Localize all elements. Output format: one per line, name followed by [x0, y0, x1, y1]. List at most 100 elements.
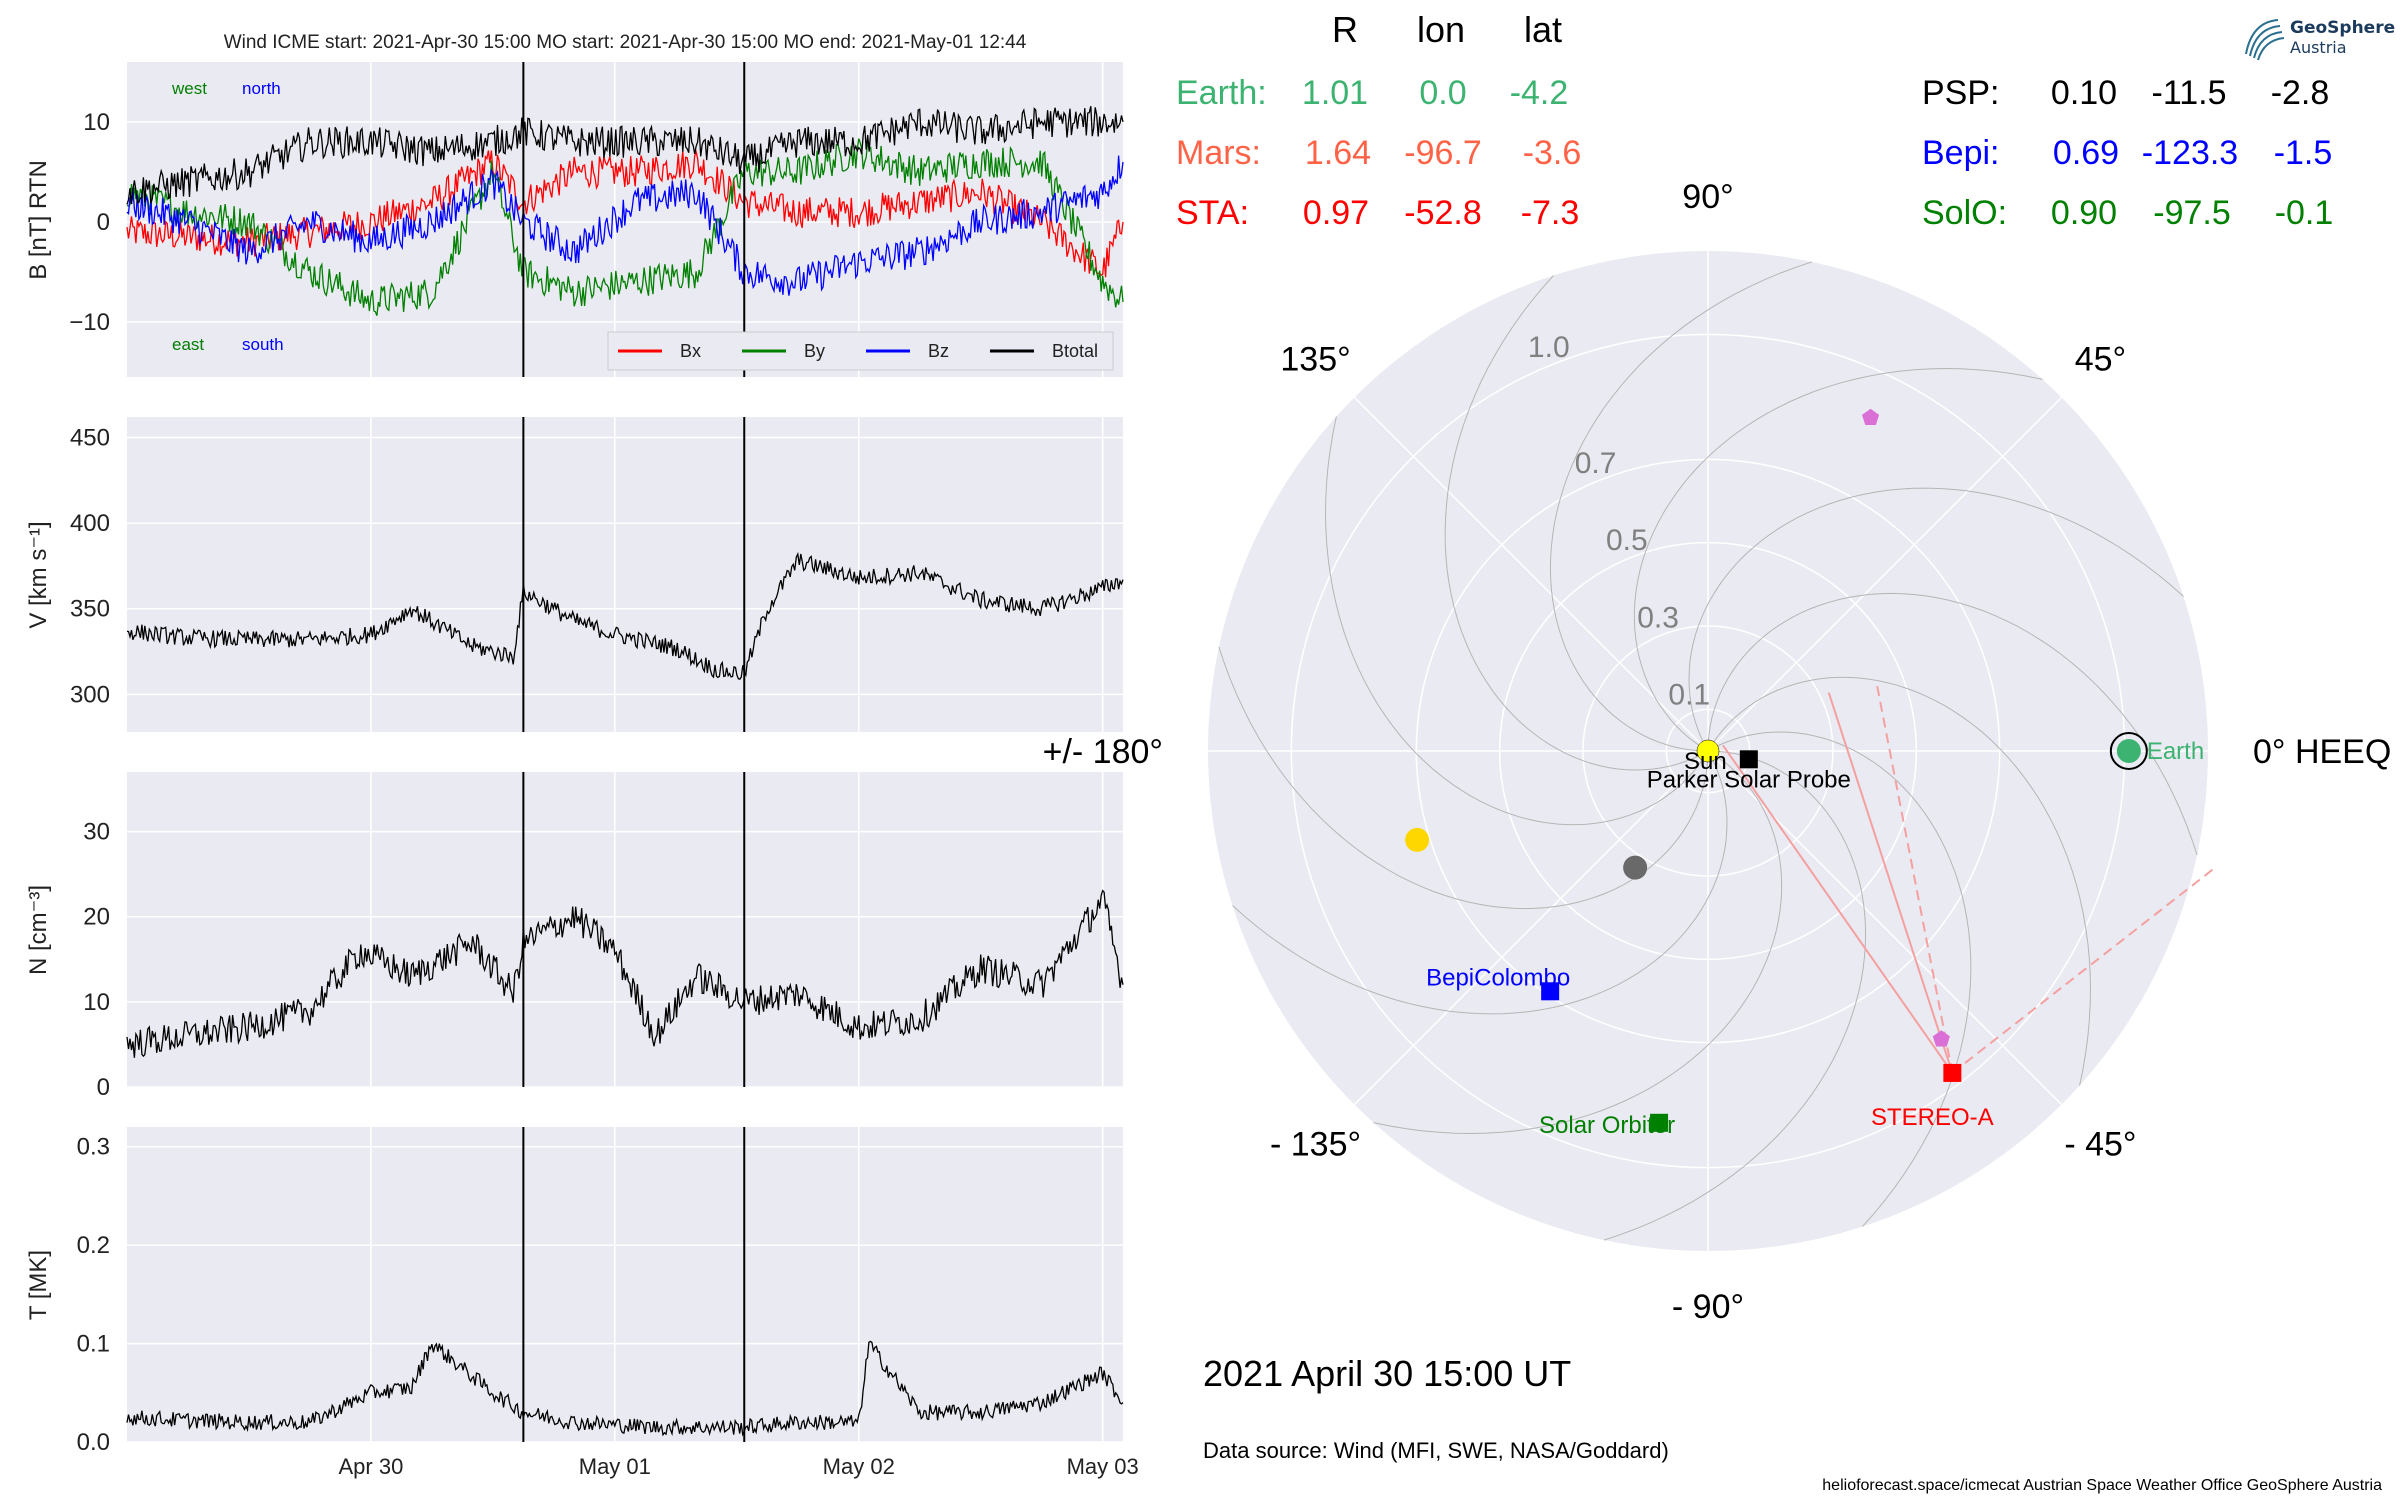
series-line-bx [126, 149, 1124, 278]
legend-label-bz: Bz [928, 341, 949, 361]
y-tick-label: 10 [83, 989, 110, 1016]
legend-label-by: By [804, 341, 825, 361]
y-tick-label: 0 [97, 1074, 110, 1101]
logo-line1: GeoSphere [2290, 18, 2396, 38]
series-line [126, 1340, 1124, 1437]
row-r: 0.69 [2053, 134, 2119, 172]
label-sun: Sun [1684, 748, 1727, 775]
logo-icon [2245, 19, 2285, 61]
panel-bg-t [127, 1127, 1123, 1442]
r-tick-label: 0.3 [1637, 601, 1679, 634]
table-header-r: R [1332, 9, 1358, 50]
angle-tick-label: - 90° [1672, 1288, 1744, 1326]
logo-line2: Austria [2290, 38, 2347, 57]
series-line [126, 551, 1124, 680]
row-r: 1.01 [1302, 74, 1368, 112]
series-line-by [126, 138, 1124, 316]
parker-spiral [1707, 676, 2092, 1086]
panel-b-title: Wind ICME start: 2021-Apr-30 15:00 MO st… [224, 32, 1027, 53]
label-east: east [172, 335, 204, 354]
y-tick-label: 20 [83, 904, 110, 931]
marker-solar-orbiter [1650, 1113, 1669, 1132]
parker-spiral [1633, 367, 2043, 752]
position-table: R lon lat Earth: 1.01 0.0 -4.2 Mars: 1.6… [1176, 9, 2333, 232]
y-tick-label: 300 [70, 681, 110, 708]
row-r: 1.64 [1305, 134, 1371, 172]
row-name: STA: [1176, 194, 1249, 232]
row-lon: 0.0 [1419, 74, 1466, 112]
row-lon: -97.5 [2153, 194, 2231, 232]
y-tick-label: 0.2 [77, 1232, 110, 1259]
table-row-bepi: Bepi: 0.69 -123.3 -1.5 [1922, 134, 2332, 172]
footer-credits: helioforecast.space/icmecat Austrian Spa… [1822, 1477, 2382, 1494]
earth-ring [2109, 732, 2148, 770]
row-name: SolO: [1922, 194, 2007, 232]
y-tick-label: −10 [69, 309, 110, 336]
y-tick-label: 0.1 [77, 1331, 110, 1358]
panel-magnetic-field: Wind ICME start: 2021-Apr-30 15:00 MO st… [25, 32, 1124, 377]
row-lat: -2.8 [2271, 74, 2330, 112]
marker-body-6 [1862, 408, 1880, 425]
angle-tick-label: - 135° [1270, 1125, 1361, 1163]
table-row-mars: Mars: 1.64 -96.7 -3.6 [1176, 134, 1581, 172]
panel-bg-v [127, 417, 1123, 732]
fov-line [1827, 692, 1954, 1074]
parker-spiral [1603, 750, 1867, 1241]
series-line-btotal [126, 106, 1124, 205]
polar-spoke [1707, 396, 2063, 752]
angle-tick-label: +/- 180° [1043, 733, 1163, 771]
series-line [126, 889, 1124, 1058]
y-axis-label-t: T [MK] [25, 1250, 52, 1320]
label-west: west [171, 79, 207, 98]
series-line-bz [126, 155, 1124, 296]
marker-stereo-a [1943, 1063, 1962, 1082]
row-r: 0.10 [2051, 74, 2117, 112]
y-tick-label: 0 [97, 209, 110, 236]
row-lat: -7.3 [1521, 194, 1580, 232]
polar-spoke [1353, 750, 1709, 1106]
fov-line [1875, 680, 1954, 1074]
x-tick-label: May 02 [823, 1454, 895, 1479]
panel-density: N [cm⁻³] 30 20 10 0 [25, 772, 1124, 1101]
row-lon: -123.3 [2142, 134, 2238, 172]
table-row-solo: SolO: 0.90 -97.5 -0.1 [1922, 194, 2333, 232]
y-axis-label-n: N [cm⁻³] [25, 885, 52, 975]
y-tick-label: 30 [83, 819, 110, 846]
label-south: south [242, 335, 284, 354]
marker-body-8 [1405, 827, 1430, 852]
panel-bg-n [127, 772, 1123, 1087]
y-tick-label: 0.3 [77, 1134, 110, 1161]
label-stereo-a: STEREO-A [1871, 1104, 1994, 1131]
geosphere-logo: GeoSphere Austria [2238, 14, 2395, 62]
angle-tick-label: 135° [1280, 341, 1350, 379]
legend: Bx By Bz Btotal [607, 331, 1114, 371]
parker-spiral [1707, 592, 2198, 856]
parker-spiral [1688, 487, 2184, 752]
marker-bepicolombo [1541, 982, 1560, 1001]
data-source: Data source: Wind (MFI, SWE, NASA/Goddar… [1203, 1438, 1669, 1463]
row-r: 0.90 [2051, 194, 2117, 232]
row-lat: -3.6 [1523, 134, 1582, 172]
legend-label-btotal: Btotal [1052, 341, 1098, 361]
parker-spiral [1232, 750, 1728, 1015]
row-lat: -4.2 [1510, 74, 1569, 112]
label-parker-solar-probe: Parker Solar Probe [1647, 766, 1851, 793]
row-name: PSP: [1922, 74, 1999, 112]
row-lat: -0.1 [2275, 194, 2334, 232]
marker-parker-solar-probe [1739, 750, 1758, 769]
row-lon: -52.8 [1404, 194, 1482, 232]
row-name: Bepi: [1922, 134, 2000, 172]
y-axis-label-v: V [km s⁻¹] [25, 521, 52, 628]
y-tick-label: 350 [70, 596, 110, 623]
marker-earth [2116, 739, 2141, 763]
row-r: 0.97 [1303, 194, 1369, 232]
polar-plot: 0.1 0.3 0.5 0.7 1.0 0° HEEQ 45° 90° 135° +/- 180… [1043, 178, 2392, 1326]
y-tick-label: 10 [83, 109, 110, 136]
angle-tick-label: 90° [1682, 178, 1733, 216]
date-label: 2021 April 30 15:00 UT [1203, 1353, 1571, 1394]
label-earth: Earth [2147, 738, 2204, 765]
row-lon: -96.7 [1404, 134, 1482, 172]
angle-tick-label: 0° HEEQ [2253, 733, 2391, 771]
parker-spiral [1707, 731, 1972, 1227]
